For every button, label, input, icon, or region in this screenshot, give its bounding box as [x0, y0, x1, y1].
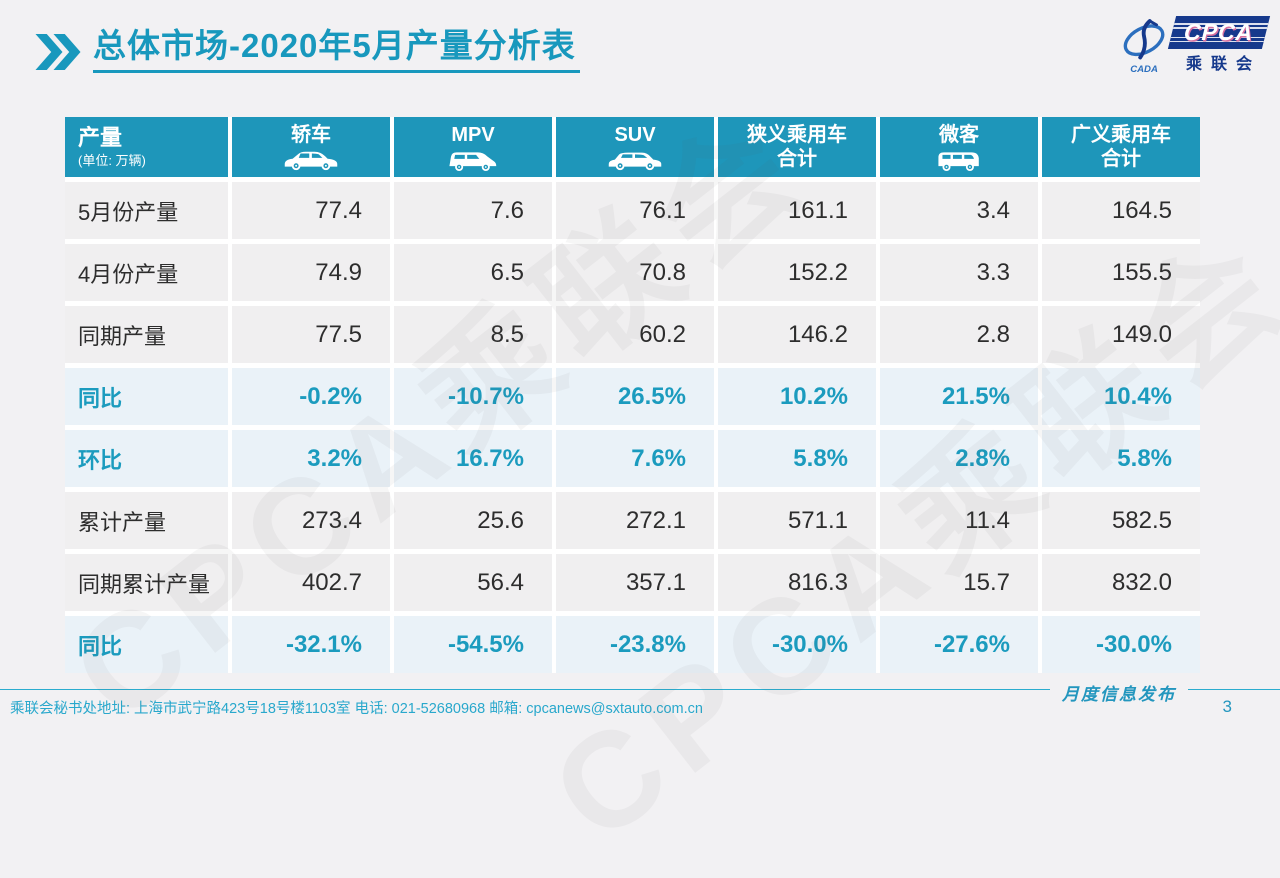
- table-cell-r1-c1: 6.5: [394, 244, 552, 301]
- cada-emblem-icon: CADA: [1123, 19, 1165, 75]
- row-label-7: 同比: [65, 616, 228, 673]
- header-production-label: 产量: [78, 125, 123, 150]
- table-cell-r1-c3: 152.2: [718, 244, 876, 301]
- mpv-icon: [449, 152, 497, 171]
- page-title: 总体市场-2020年5月产量分析表: [93, 27, 580, 74]
- table-cell-r7-c2: -23.8%: [556, 616, 714, 673]
- footer-divider: [0, 689, 1280, 690]
- header-unit-label: (单位: 万辆): [78, 153, 146, 169]
- header-col-6: 广义乘用车 合计: [1042, 117, 1200, 177]
- table-cell-r0-c0: 77.4: [232, 182, 390, 239]
- row-label-2: 同期产量: [65, 306, 228, 363]
- table-cell-r4-c2: 7.6%: [556, 430, 714, 487]
- header-col-label: 广义乘用车: [1071, 124, 1171, 146]
- table-cell-r1-c2: 70.8: [556, 244, 714, 301]
- microvan-icon: [938, 152, 980, 171]
- table-cell-r4-c3: 5.8%: [718, 430, 876, 487]
- suv-icon: [608, 152, 662, 171]
- header-col-1: 轿车: [232, 117, 390, 177]
- table-cell-r3-c2: 26.5%: [556, 368, 714, 425]
- table-cell-r6-c1: 56.4: [394, 554, 552, 611]
- table-cell-r1-c4: 3.3: [880, 244, 1038, 301]
- table-cell-r0-c1: 7.6: [394, 182, 552, 239]
- table-cell-r6-c5: 832.0: [1042, 554, 1200, 611]
- table-cell-r4-c1: 16.7%: [394, 430, 552, 487]
- header-cell-production: 产量 (单位: 万辆): [65, 117, 228, 177]
- table-cell-r0-c5: 164.5: [1042, 182, 1200, 239]
- page-number: 3: [1222, 697, 1232, 716]
- table-cell-r6-c0: 402.7: [232, 554, 390, 611]
- row-label-3: 同比: [65, 368, 228, 425]
- header-col-label-line2: 合计: [1101, 148, 1141, 170]
- table-cell-r3-c3: 10.2%: [718, 368, 876, 425]
- sedan-icon: [284, 151, 338, 171]
- table-cell-r2-c1: 8.5: [394, 306, 552, 363]
- table-cell-r5-c3: 571.1: [718, 492, 876, 549]
- publication-label: 月度信息发布: [1050, 680, 1188, 705]
- org-label: 乘联会: [1185, 56, 1261, 73]
- table-cell-r0-c3: 161.1: [718, 182, 876, 239]
- header-col-label-line2: 合计: [777, 148, 817, 170]
- header-col-label: SUV: [614, 123, 656, 146]
- table-cell-r5-c2: 272.1: [556, 492, 714, 549]
- table-cell-r5-c4: 11.4: [880, 492, 1038, 549]
- header-col-2: MPV: [394, 117, 552, 177]
- row-label-4: 环比: [65, 430, 228, 487]
- header-col-label: 微客: [939, 123, 979, 146]
- table-cell-r5-c5: 582.5: [1042, 492, 1200, 549]
- row-label-0: 5月份产量: [65, 182, 228, 239]
- table-cell-r7-c3: -30.0%: [718, 616, 876, 673]
- footer-address: 乘联会秘书处地址: 上海市武宁路423号18号楼1103室 电话: 021-52…: [10, 701, 703, 717]
- table-cell-r3-c4: 21.5%: [880, 368, 1038, 425]
- table-cell-r2-c5: 149.0: [1042, 306, 1200, 363]
- title-bar: 总体市场-2020年5月产量分析表: [35, 27, 580, 74]
- table-cell-r4-c4: 2.8%: [880, 430, 1038, 487]
- header-col-label: 狭义乘用车: [747, 124, 847, 146]
- table-cell-r0-c2: 76.1: [556, 182, 714, 239]
- table-cell-r7-c4: -27.6%: [880, 616, 1038, 673]
- table-cell-r3-c5: 10.4%: [1042, 368, 1200, 425]
- cpca-logo: CADA CPCA 乘联会: [1121, 14, 1271, 76]
- table-cell-r2-c4: 2.8: [880, 306, 1038, 363]
- table-cell-r0-c4: 3.4: [880, 182, 1038, 239]
- row-label-5: 累计产量: [65, 492, 228, 549]
- table-cell-r1-c0: 74.9: [232, 244, 390, 301]
- row-label-1: 4月份产量: [65, 244, 228, 301]
- table-cell-r7-c5: -30.0%: [1042, 616, 1200, 673]
- header-col-label: 轿车: [291, 123, 331, 146]
- cada-label: CADA: [1130, 64, 1158, 75]
- production-table: 产量 (单位: 万辆) 轿车 MPV SUV 狭义乘用车 合计 微客 广义乘用车 合计 5月份产…: [65, 117, 1200, 673]
- header-col-4: 狭义乘用车 合计: [718, 117, 876, 177]
- table-cell-r1-c5: 155.5: [1042, 244, 1200, 301]
- cpca-label: CPCA: [1181, 19, 1257, 45]
- row-label-6: 同期累计产量: [65, 554, 228, 611]
- table-cell-r4-c0: 3.2%: [232, 430, 390, 487]
- table-cell-r2-c0: 77.5: [232, 306, 390, 363]
- table-cell-r6-c2: 357.1: [556, 554, 714, 611]
- table-cell-r4-c5: 5.8%: [1042, 430, 1200, 487]
- table-cell-r6-c3: 816.3: [718, 554, 876, 611]
- table-cell-r7-c0: -32.1%: [232, 616, 390, 673]
- table-cell-r3-c1: -10.7%: [394, 368, 552, 425]
- table-cell-r2-c2: 60.2: [556, 306, 714, 363]
- table-cell-r5-c1: 25.6: [394, 492, 552, 549]
- cpca-banner: CPCA: [1167, 16, 1271, 49]
- page-title-rest: -2020年5月产量分析表: [229, 27, 576, 64]
- table-cell-r6-c4: 15.7: [880, 554, 1038, 611]
- double-chevron-icon: [35, 34, 81, 70]
- table-cell-r3-c0: -0.2%: [232, 368, 390, 425]
- header-col-5: 微客: [880, 117, 1038, 177]
- page-title-highlight: 总体市场: [93, 27, 229, 64]
- header-col-label: MPV: [451, 123, 495, 146]
- table-cell-r5-c0: 273.4: [232, 492, 390, 549]
- table-cell-r7-c1: -54.5%: [394, 616, 552, 673]
- table-cell-r2-c3: 146.2: [718, 306, 876, 363]
- header-col-3: SUV: [556, 117, 714, 177]
